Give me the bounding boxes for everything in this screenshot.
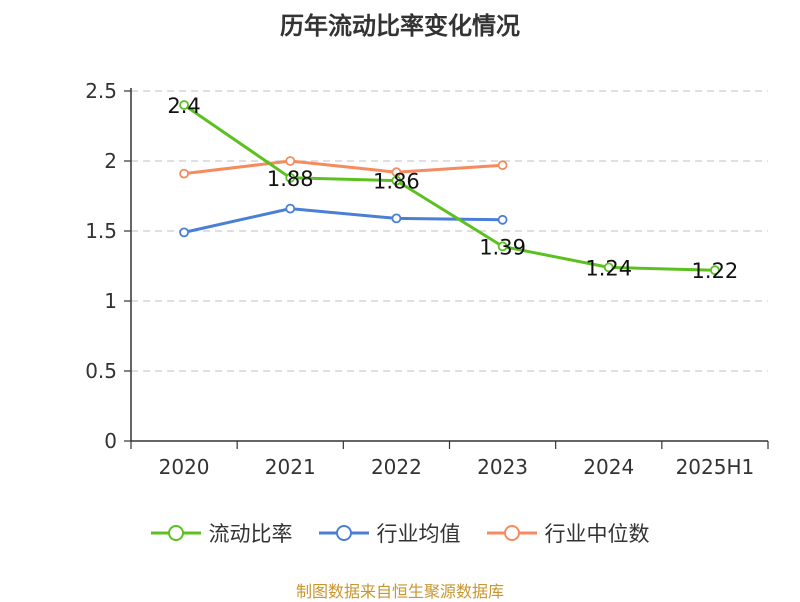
y-tick-label: 0.5 (85, 359, 117, 383)
x-tick-label: 2022 (371, 455, 422, 479)
data-point (285, 203, 296, 214)
data-point (603, 262, 614, 273)
legend-label-industry-mean: 行业均值 (376, 522, 461, 546)
series-line-2 (183, 159, 503, 176)
x-tick-label: 2023 (477, 455, 528, 479)
y-tick-label: 0 (104, 429, 117, 453)
data-point (179, 227, 189, 238)
x-tick-label: 2024 (583, 455, 634, 479)
legend-label-industry-median: 行业中位数 (544, 522, 650, 546)
legend-swatch-industry-mean (318, 525, 369, 541)
data-point (391, 213, 402, 224)
data-point (179, 168, 189, 179)
legend-swatch-current-ratio (150, 525, 201, 541)
source-note: 制图数据来自恒生聚源数据库 (295, 582, 504, 601)
data-label: 1.39 (479, 235, 526, 259)
data-point (497, 214, 508, 225)
legend-item-industry-median[interactable]: 行业中位数 (486, 518, 650, 548)
data-label: 2.4 (167, 94, 200, 118)
series-line-0 (183, 103, 715, 272)
data-point (285, 172, 296, 183)
data-label: 1.88 (267, 167, 314, 191)
legend-item-industry-mean[interactable]: 行业均值 (318, 518, 461, 548)
data-label: 1.22 (692, 259, 739, 283)
y-tick-label: 1 (104, 289, 117, 313)
x-tick-label: 2025H1 (676, 455, 755, 479)
y-tick-label: 2 (104, 149, 117, 173)
legend-swatch-industry-median (486, 525, 537, 541)
series-line-1 (183, 207, 503, 234)
data-point (285, 156, 296, 166)
data-point (179, 100, 189, 110)
chart-title: 历年流动比率变化情况 (280, 12, 520, 40)
legend-label-current-ratio: 流动比率 (208, 522, 293, 546)
data-label: 1.24 (585, 256, 632, 280)
x-tick-label: 2021 (265, 455, 316, 479)
chart-legend: 流动比率 行业均值 行业中位数 (0, 518, 800, 548)
data-label: 1.86 (373, 170, 420, 194)
data-point (497, 241, 508, 252)
y-tick-label: 2.5 (85, 79, 117, 103)
data-point (497, 160, 508, 171)
y-tick-label: 1.5 (85, 219, 117, 243)
legend-item-current-ratio[interactable]: 流动比率 (150, 518, 293, 548)
data-point (710, 265, 720, 276)
data-point (391, 175, 402, 186)
x-tick-label: 2020 (159, 455, 210, 479)
